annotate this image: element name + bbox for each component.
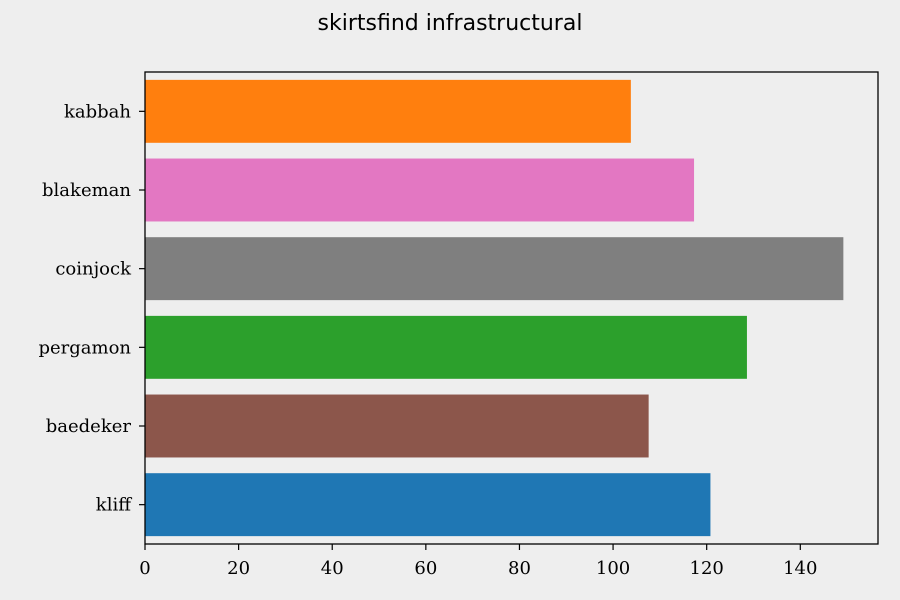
- x-tick-label-40: 40: [321, 558, 344, 579]
- x-tick-label-100: 100: [596, 558, 630, 579]
- plot-frame: [144, 71, 879, 545]
- y-tick-label-pergamon: pergamon: [38, 337, 131, 358]
- bars: [145, 79, 844, 537]
- x-tick-label-20: 20: [227, 558, 250, 579]
- bar-pergamon: [145, 315, 747, 379]
- y-tick-label-kabbah: kabbah: [64, 101, 131, 122]
- y-tick-label-baedeker: baedeker: [46, 416, 132, 437]
- chart-title: skirtsfind infrastructural: [318, 11, 583, 36]
- bar-blakeman: [145, 158, 695, 222]
- x-tick-label-80: 80: [508, 558, 531, 579]
- bar-baedeker: [145, 394, 649, 458]
- bar-coinjock: [145, 237, 844, 301]
- axes: kabbah blakeman coinjock pergamon baedeker kl…: [38, 71, 879, 579]
- bar-kliff: [145, 473, 711, 537]
- x-tick-label-60: 60: [414, 558, 437, 579]
- x-tick-label-120: 120: [690, 558, 724, 579]
- bar-kabbah: [145, 79, 631, 143]
- y-tick-label-coinjock: coinjock: [55, 259, 132, 280]
- x-tick-label-0: 0: [139, 558, 150, 579]
- y-tick-label-blakeman: blakeman: [42, 180, 131, 201]
- y-tick-label-kliff: kliff: [96, 495, 132, 516]
- x-tick-label-140: 140: [783, 558, 817, 579]
